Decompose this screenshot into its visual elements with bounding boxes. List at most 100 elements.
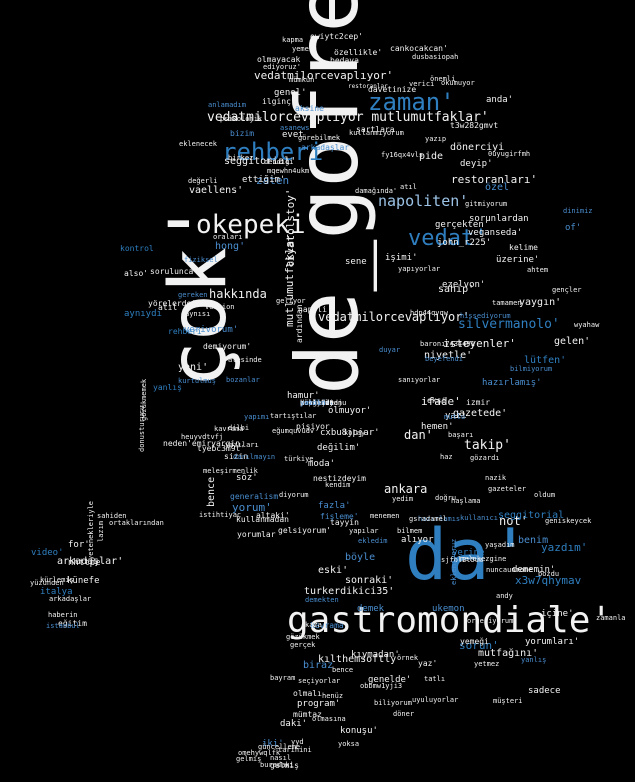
word: kıymadan' (351, 650, 400, 660)
word: atıl (400, 183, 417, 191)
word: owiytc2cep' (310, 32, 363, 41)
word: ekledim (358, 537, 388, 545)
word: john_r225' (437, 238, 492, 248)
word: künefe (67, 576, 100, 586)
word: yüzünden (30, 579, 64, 587)
word: olmuyor' (328, 406, 372, 416)
word: yorumlar (237, 530, 276, 539)
word: vedatmilorcevaplıyor mutlumutfaklar' (207, 110, 489, 125)
word: yanlış (153, 383, 182, 392)
word: eğitim (58, 619, 87, 628)
word: hissediyorum (460, 312, 511, 320)
word: atıl (158, 303, 178, 312)
word: genelde' (368, 675, 412, 685)
word: zaten (256, 174, 290, 187)
word: zamanda (300, 399, 330, 407)
word: ediyoruz' (263, 63, 301, 71)
word: özellikle' (334, 48, 383, 57)
word: yapıyorlar (398, 265, 441, 273)
word: yazıları (225, 441, 259, 449)
word: üzerine' (496, 255, 540, 265)
word: kendim (325, 481, 351, 489)
word: sorun' (459, 639, 499, 652)
word: anlamadım (208, 101, 246, 109)
word: yedim (392, 495, 414, 503)
word: pide (419, 151, 444, 162)
word: tyebc3m9t' (197, 444, 246, 453)
word: liyatolstoy' (284, 188, 297, 268)
word: ilginç (262, 97, 291, 106)
word: eklemiyoruz (450, 538, 458, 585)
word: moda' (308, 459, 336, 469)
word: haşlama (451, 497, 481, 505)
word: tartıştılar (270, 412, 317, 420)
word: anda' (486, 95, 514, 105)
word: birkez (228, 154, 254, 162)
word: yanlışa (300, 399, 330, 407)
word: gerçek (290, 641, 316, 649)
word: yetenekleriyle (87, 500, 95, 560)
word: aynısı (185, 310, 211, 318)
word: yapılar (349, 527, 379, 535)
word: olmasına (312, 715, 346, 723)
word: ezelvon' (442, 280, 486, 290)
word: tayyin (330, 518, 359, 527)
word: yaşadım (485, 541, 515, 549)
word: kullanmıyorum (349, 129, 404, 137)
word: aynıydı (124, 309, 162, 319)
word: veganseda' (468, 228, 523, 238)
word: istihtiyaç (199, 511, 242, 519)
word: mqewhn4ukm (267, 167, 310, 175)
word: bizim (230, 129, 255, 138)
word: sorulunca' (150, 267, 199, 276)
word: sadece (528, 686, 561, 696)
word: müşteri (493, 697, 523, 705)
word: ardından (295, 304, 304, 343)
word: önemli (430, 75, 456, 83)
word-napoliten: napoliten' (378, 192, 469, 210)
word: yeni' (178, 362, 209, 373)
word: nasıl (270, 754, 292, 762)
word: ekşi (427, 396, 447, 405)
word: kürlemiş (40, 576, 74, 584)
word: gsradamel (409, 515, 447, 523)
word: konuşu' (340, 726, 378, 736)
word: gerçekten' (435, 220, 490, 230)
word: turkerdikici35' (304, 586, 395, 597)
word: örnek (397, 654, 419, 662)
word: daki' (280, 719, 308, 729)
word: hdp44qvqw (410, 309, 448, 317)
word: lütfen' (524, 355, 567, 366)
word: henüz (322, 692, 344, 700)
word: gereken (178, 291, 208, 299)
word: bozdu (538, 570, 560, 578)
word: arkadaşlar (301, 143, 350, 152)
word: restoranlar (348, 83, 388, 90)
word: kapma (282, 36, 304, 44)
word: zanki5v5dju (300, 399, 347, 407)
word: uyuluyorlar (412, 696, 459, 704)
word: geliyor (276, 297, 306, 305)
word: yemek (292, 45, 314, 53)
word: gözükmemek (140, 378, 148, 421)
word: değerli (188, 177, 218, 185)
word: orgeniyorum (467, 617, 514, 625)
word: sonraki' (345, 575, 394, 586)
word: yetmez (474, 660, 500, 668)
word: sorunlardan (469, 214, 529, 224)
word: yeriniz (300, 399, 330, 407)
word: ukemon (432, 604, 465, 614)
word: ifade' (421, 395, 461, 408)
word-vedat: vedat' (408, 226, 488, 251)
word: oraları (213, 233, 243, 241)
word: iki' (262, 739, 284, 749)
word: sahiden (97, 512, 127, 520)
word: vaellens' (189, 185, 244, 196)
word: bilmem (397, 527, 423, 535)
word: gelmiş (236, 755, 262, 763)
word: kılthemsoftly (318, 654, 397, 665)
word: arkadaşlar (49, 595, 92, 603)
word: baronı7434491 (420, 340, 475, 348)
word: meleşirmenlik (203, 467, 258, 475)
word: nestizdeyim (313, 474, 366, 483)
